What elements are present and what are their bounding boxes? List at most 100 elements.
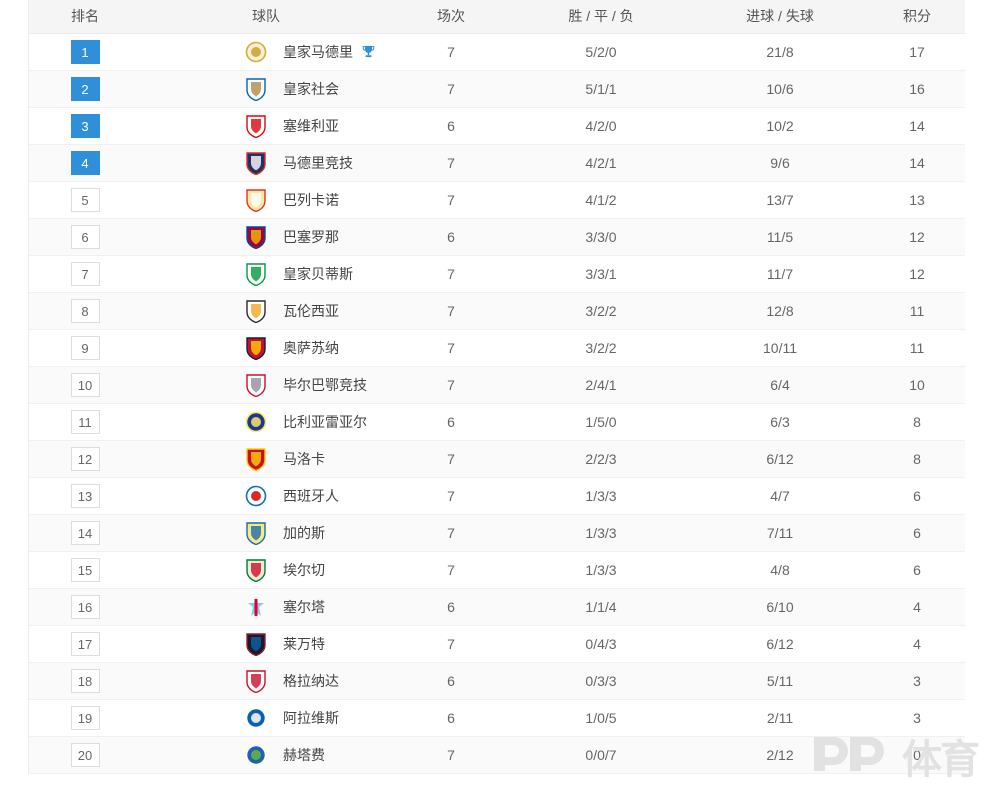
rank-cell: 15 [29,551,141,588]
points-cell: 8 [913,450,921,467]
team-cell[interactable]: 奥萨苏纳 [141,329,391,366]
column-header-wdl[interactable]: 胜 / 平 / 负 [511,0,691,34]
played-cell: 7 [447,635,455,652]
team-cell[interactable]: 巴列卡诺 [141,181,391,218]
table-row[interactable]: 15 埃尔切 7 1/3/3 4/8 6 [29,551,965,588]
team-name[interactable]: 马德里竞技 [283,154,353,171]
column-header-played[interactable]: 场次 [391,0,511,34]
column-header-rank[interactable]: 排名 [29,0,141,34]
goals-cell: 7/11 [766,524,794,541]
team-cell[interactable]: 瓦伦西亚 [141,292,391,329]
team-cell[interactable]: 赫塔费 [141,736,391,773]
team-cell[interactable]: 塞维利亚 [141,107,391,144]
team-cell[interactable]: 比利亚雷亚尔 [141,403,391,440]
table-row[interactable]: 5 巴列卡诺 7 4/1/2 13/7 13 [29,181,965,218]
team-cell[interactable]: 皇家贝蒂斯 [141,255,391,292]
team-name[interactable]: 格拉纳达 [283,672,339,689]
team-name[interactable]: 奥萨苏纳 [283,339,339,356]
goals-cell: 2/12 [766,746,794,763]
played-cell: 6 [447,672,455,689]
rank-badge: 2 [70,76,100,101]
team-name[interactable]: 塞维利亚 [283,117,339,134]
team-name[interactable]: 莱万特 [283,635,325,652]
goals-cell: 10/2 [766,117,794,134]
points-cell: 6 [913,561,921,578]
team-name[interactable]: 马洛卡 [283,450,325,467]
club-crest-icon [245,706,267,730]
played-cell: 7 [447,746,455,763]
team-cell[interactable]: 西班牙人 [141,477,391,514]
team-cell[interactable]: 马洛卡 [141,440,391,477]
club-crest-icon [245,225,267,249]
team-cell[interactable]: 马德里竞技 [141,144,391,181]
played-cell: 7 [447,487,455,504]
played-cell: 6 [447,598,455,615]
table-row[interactable]: 6 巴塞罗那 6 3/3/0 11/5 12 [29,218,965,255]
table-row[interactable]: 16 塞尔塔 6 1/1/4 6/10 4 [29,588,965,625]
column-header-points[interactable]: 积分 [869,0,965,34]
rank-cell: 7 [29,255,141,292]
wdl-cell: 2/2/3 [585,450,617,467]
club-crest-icon [245,484,267,508]
club-crest-icon [245,410,267,434]
table-row[interactable]: 20 赫塔费 7 0/0/7 2/12 0 [29,736,965,773]
team-cell[interactable]: 格拉纳达 [141,662,391,699]
table-row[interactable]: 13 西班牙人 7 1/3/3 4/7 6 [29,477,965,514]
team-cell[interactable]: 阿拉维斯 [141,699,391,736]
table-row[interactable]: 11 比利亚雷亚尔 6 1/5/0 6/3 8 [29,403,965,440]
team-name[interactable]: 加的斯 [283,524,325,541]
rank-cell: 4 [29,144,141,181]
team-name[interactable]: 西班牙人 [283,487,339,504]
team-cell[interactable]: 莱万特 [141,625,391,662]
team-name[interactable]: 赫塔费 [283,746,325,763]
table-row[interactable]: 3 塞维利亚 6 4/2/0 10/2 14 [29,107,965,144]
team-name[interactable]: 比利亚雷亚尔 [283,413,367,430]
team-name[interactable]: 皇家贝蒂斯 [283,265,353,282]
table-row[interactable]: 7 皇家贝蒂斯 7 3/3/1 11/7 12 [29,255,965,292]
team-cell[interactable]: 加的斯 [141,514,391,551]
team-cell[interactable]: 皇家社会 [141,70,391,107]
table-row[interactable]: 8 瓦伦西亚 7 3/2/2 12/8 11 [29,292,965,329]
club-crest-icon [245,447,267,471]
team-cell[interactable]: 埃尔切 [141,551,391,588]
table-row[interactable]: 19 阿拉维斯 6 1/0/5 2/11 3 [29,699,965,736]
team-name[interactable]: 阿拉维斯 [283,709,339,726]
table-row[interactable]: 1 皇家马德里 7 5/2/0 21/8 17 [29,33,965,70]
table-row[interactable]: 9 奥萨苏纳 7 3/2/2 10/11 11 [29,329,965,366]
table-row[interactable]: 4 马德里竞技 7 4/2/1 9/6 14 [29,144,965,181]
team-name[interactable]: 皇家马德里 [283,43,353,60]
team-name[interactable]: 皇家社会 [283,80,339,97]
played-cell: 6 [447,709,455,726]
goals-cell: 5/11 [766,672,794,689]
column-header-goals[interactable]: 进球 / 失球 [691,0,869,34]
rank-badge: 6 [70,224,100,249]
team-cell[interactable]: 塞尔塔 [141,588,391,625]
goals-cell: 6/10 [766,598,794,615]
table-row[interactable]: 17 莱万特 7 0/4/3 6/12 4 [29,625,965,662]
rank-cell: 9 [29,329,141,366]
team-name[interactable]: 塞尔塔 [283,598,325,615]
rank-badge: 15 [70,557,100,582]
rank-badge: 18 [70,668,100,693]
team-name[interactable]: 埃尔切 [283,561,325,578]
table-row[interactable]: 12 马洛卡 7 2/2/3 6/12 8 [29,440,965,477]
column-header-team[interactable]: 球队 [141,0,391,34]
points-cell: 6 [913,524,921,541]
table-row[interactable]: 2 皇家社会 7 5/1/1 10/6 16 [29,70,965,107]
table-row[interactable]: 18 格拉纳达 6 0/3/3 5/11 3 [29,662,965,699]
table-row[interactable]: 14 加的斯 7 1/3/3 7/11 6 [29,514,965,551]
rank-badge: 14 [70,520,100,545]
team-name[interactable]: 巴塞罗那 [283,228,339,245]
rank-badge: 10 [70,372,100,397]
wdl-cell: 1/3/3 [585,524,617,541]
table-row[interactable]: 10 毕尔巴鄂竞技 7 2/4/1 6/4 10 [29,366,965,403]
team-cell[interactable]: 皇家马德里 [141,33,391,70]
club-crest-icon [245,151,267,175]
team-cell[interactable]: 巴塞罗那 [141,218,391,255]
team-name[interactable]: 瓦伦西亚 [283,302,339,319]
team-name[interactable]: 巴列卡诺 [283,191,339,208]
goals-cell: 12/8 [766,302,794,319]
team-name[interactable]: 毕尔巴鄂竞技 [283,376,367,393]
club-crest-icon [245,336,267,360]
team-cell[interactable]: 毕尔巴鄂竞技 [141,366,391,403]
